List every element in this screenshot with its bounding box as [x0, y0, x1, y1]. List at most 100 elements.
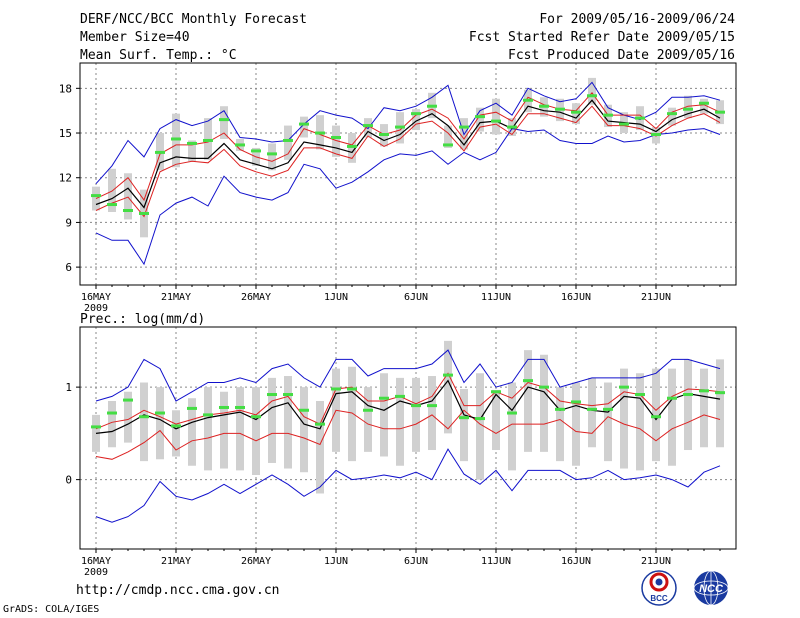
prec-xtick-label: 1JUN	[324, 556, 348, 567]
prec-box-19	[380, 373, 388, 457]
temp-box-13	[284, 125, 292, 160]
prec-panel: 0 1 16MAY 21MAY 26MAY 1JUN 6JUN 11JUN 16JUN 21JUN…	[65, 326, 737, 578]
bcc-logo-text: BCC	[650, 594, 668, 603]
institution-logos: BCC NCC	[641, 570, 729, 606]
temp-box-38	[684, 95, 692, 119]
temp-series-mean	[95, 99, 721, 209]
prec-box-8	[204, 387, 212, 471]
temp-median-mark-32	[587, 94, 597, 98]
temp-xtick-label: 6JUN	[404, 292, 428, 303]
temp-series-p75	[95, 92, 721, 202]
prec-median-mark-31	[571, 400, 581, 404]
prec-median-mark-3	[123, 398, 133, 402]
temp-median-mark-31	[571, 110, 581, 114]
prec-xtick-label: 11JUN	[481, 556, 511, 567]
prec-median-mark-26	[491, 390, 501, 394]
prec-box-12	[268, 377, 276, 463]
prec-box-24	[460, 388, 468, 462]
temp-box-25	[476, 107, 484, 132]
prec-box-33	[604, 382, 612, 462]
prec-median-mark-5	[155, 411, 165, 415]
forecast-started-label: Fcst Started Refer Date 2009/05/15	[468, 30, 735, 45]
temp-median-mark-9	[219, 118, 229, 122]
prec-series-mean	[95, 379, 721, 434]
forecast-produced-label: Fcst Produced Date 2009/05/16	[508, 48, 735, 63]
temp-median-mark-30	[555, 107, 565, 111]
prec-xtick-label: 16MAY	[81, 556, 111, 567]
temp-median-mark-38	[683, 107, 693, 111]
prec-box-5	[156, 387, 164, 460]
temp-median-mark-15	[315, 131, 325, 135]
temp-box-12	[268, 143, 276, 171]
prec-box-29	[540, 354, 548, 452]
temp-box-7	[188, 140, 196, 162]
prec-box-17	[348, 366, 356, 462]
prec-series-min	[95, 349, 721, 402]
prec-median-mark-34	[619, 385, 629, 389]
prec-median-mark-29	[539, 385, 549, 389]
temp-ytick-label: 6	[65, 261, 72, 274]
forecast-period-label: For 2009/05/16-2009/06/24	[539, 12, 735, 27]
temp-median-mark-13	[283, 138, 293, 142]
temp-xtick-label: 26MAY	[241, 292, 271, 303]
temp-median-mark-12	[267, 152, 277, 156]
prec-median-mark-38	[683, 393, 693, 397]
temp-median-mark-11	[251, 149, 261, 153]
prec-median-mark-14	[299, 408, 309, 412]
prec-box-25	[476, 373, 484, 480]
temp-box-16	[332, 125, 340, 157]
prec-median-mark-22	[427, 404, 437, 408]
prec-box-15	[316, 401, 324, 494]
prec-xtick-label: 26MAY	[241, 556, 271, 567]
prec-box-32	[588, 377, 596, 448]
temp-year-label: 2009	[84, 303, 108, 314]
temp-median-mark-39	[699, 101, 709, 105]
temp-median-mark-18	[363, 124, 373, 128]
prec-box-35	[636, 373, 644, 471]
prec-box-28	[524, 350, 532, 452]
prec-panel-title: Prec.: log(mm/d)	[80, 312, 205, 327]
prec-series-max	[95, 448, 721, 523]
source-url[interactable]: http://cmdp.ncc.cma.gov.cn	[76, 583, 280, 598]
temp-median-mark-35	[635, 116, 645, 120]
prec-median-mark-7	[187, 406, 197, 410]
prec-median-mark-9	[219, 405, 229, 409]
prec-year-label: 2009	[84, 567, 108, 578]
prec-median-mark-8	[203, 413, 213, 417]
prec-median-mark-13	[283, 393, 293, 397]
prec-median-mark-40	[715, 391, 725, 395]
temp-median-mark-21	[411, 112, 421, 116]
temp-median-mark-26	[491, 119, 501, 123]
temp-box-39	[700, 98, 708, 114]
temp-xtick-label: 21JUN	[641, 292, 671, 303]
prec-median-mark-17	[347, 387, 357, 391]
prec-median-mark-19	[379, 396, 389, 400]
temp-median-mark-29	[539, 104, 549, 108]
prec-median-mark-6	[171, 424, 181, 428]
temp-ytick-label: 9	[65, 216, 72, 229]
prec-median-mark-30	[555, 407, 565, 411]
prec-box-27	[508, 382, 516, 471]
temp-box-23	[444, 125, 452, 148]
temp-series-max	[95, 128, 721, 266]
prec-box-37	[668, 368, 676, 466]
temp-box-2	[108, 168, 116, 212]
prec-median-mark-28	[523, 379, 533, 383]
prec-ytick-label: 1	[65, 381, 72, 394]
chart-title: DERF/NCC/BCC Monthly Forecast	[80, 12, 307, 27]
prec-box-26	[492, 389, 500, 451]
temp-median-mark-4	[139, 211, 149, 215]
bcc-logo-icon: BCC	[641, 570, 677, 606]
prec-median-mark-35	[635, 393, 645, 397]
grads-credit: GrADS: COLA/IGES	[3, 604, 100, 615]
prec-box-21	[412, 377, 420, 452]
prec-median-mark-2	[107, 411, 117, 415]
temp-median-mark-7	[187, 141, 197, 145]
temp-xtick-label: 1JUN	[324, 292, 348, 303]
temp-median-mark-25	[475, 115, 485, 119]
temp-median-mark-23	[443, 143, 453, 147]
temp-median-mark-37	[667, 112, 677, 116]
temp-series-min	[95, 81, 721, 185]
temp-median-mark-40	[715, 110, 725, 114]
prec-median-mark-32	[587, 407, 597, 411]
